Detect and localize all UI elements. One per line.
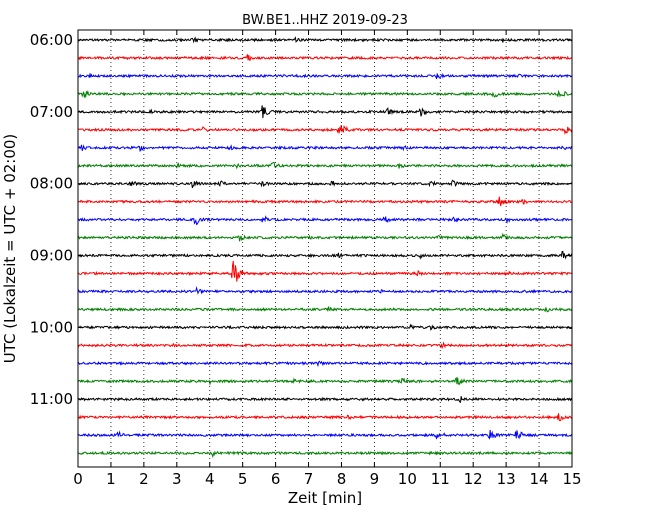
trace-1030-line <box>77 360 573 368</box>
trace-0615-line <box>77 54 573 61</box>
x-tick-label: 9 <box>370 470 380 488</box>
trace-1145-line <box>77 450 573 459</box>
traces-layer <box>77 36 573 459</box>
x-tick-label: 3 <box>172 470 182 488</box>
y-tick-label: 08:00 <box>30 175 73 193</box>
trace-0600-line <box>77 36 573 44</box>
x-tick-label: 4 <box>205 470 215 488</box>
trace-1015-line <box>77 341 573 350</box>
x-axis-label: Zeit [min] <box>288 489 362 507</box>
trace-0815-line <box>77 196 573 207</box>
grid-layer <box>110 30 540 467</box>
x-tick-label: 7 <box>304 470 314 488</box>
y-tick-label: 11:00 <box>30 390 73 408</box>
trace-0945-line <box>77 306 573 313</box>
x-tick-label: 10 <box>398 470 417 488</box>
trace-0700-line <box>77 105 573 119</box>
x-tick-label: 6 <box>271 470 281 488</box>
trace-0845-line <box>77 232 573 242</box>
trace-1130-line <box>77 429 573 440</box>
x-tick-label: 0 <box>73 470 83 488</box>
ticks-layer: 0 1 2 3 4 5 6 7 8 9 10 11 12 13 14 1506:0007:0008:0009:… <box>30 30 582 488</box>
x-tick-label: 5 <box>238 470 248 488</box>
x-tick-label: 15 <box>562 470 581 488</box>
x-tick-label: 14 <box>530 470 549 488</box>
y-tick-label: 07:00 <box>30 103 73 121</box>
trace-0800-line <box>77 179 573 189</box>
x-tick-label: 11 <box>431 470 450 488</box>
trace-0645-line <box>77 89 573 99</box>
y-axis-label: UTC (Lokalzeit = UTC + 02:00) <box>1 134 19 364</box>
trace-0915-line <box>77 260 573 282</box>
x-tick-label: 12 <box>464 470 483 488</box>
trace-1000-line <box>77 323 573 331</box>
trace-0745-line <box>77 161 573 170</box>
y-tick-label: 06:00 <box>30 31 73 49</box>
trace-0730-line <box>77 144 573 153</box>
chart-title: BW.BE1..HHZ 2019-09-23 <box>242 13 408 28</box>
y-tick-label: 09:00 <box>30 247 73 265</box>
trace-1100-line <box>77 396 573 403</box>
y-tick-label: 10:00 <box>30 318 73 336</box>
trace-0715-line <box>77 125 573 136</box>
plot-frame <box>77 29 573 468</box>
x-tick-label: 2 <box>139 470 149 488</box>
trace-0900-line <box>77 250 573 260</box>
x-tick-label: 13 <box>497 470 516 488</box>
trace-0830-line <box>77 215 573 226</box>
x-tick-label: 1 <box>106 470 116 488</box>
x-tick-label: 8 <box>337 470 347 488</box>
trace-0930-line <box>77 286 573 295</box>
trace-1045-line <box>77 376 573 386</box>
trace-0630-line <box>77 72 573 80</box>
trace-1115-line <box>77 413 573 422</box>
